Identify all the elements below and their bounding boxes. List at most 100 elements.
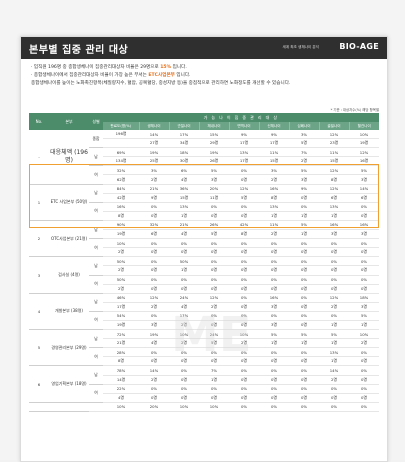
data-cell: 0% [199, 275, 229, 285]
data-cell: 0명 [199, 393, 229, 403]
data-cell: 19명 [103, 229, 139, 240]
subcol-header: 판료도(명/%) [103, 122, 139, 130]
data-cell: 0명 [259, 393, 289, 403]
data-cell: 0명 [349, 284, 380, 294]
data-cell: 0% [229, 311, 259, 321]
data-cell: 17명 [103, 302, 139, 312]
data-cell: 0% [259, 238, 289, 249]
data-cell: 15명 [319, 156, 349, 167]
data-cell: 0명 [229, 265, 259, 276]
group-number: 6 [29, 365, 49, 403]
data-cell: 0명 [259, 284, 289, 294]
subcol-header: 면역나이 [228, 122, 259, 130]
data-cell: 9% [289, 184, 319, 194]
data-cell: 6% [169, 165, 199, 176]
data-cell [103, 138, 139, 149]
data-cell: 0명 [319, 265, 349, 276]
data-cell: 3명 [349, 174, 380, 185]
data-cell: 0% [169, 275, 199, 285]
data-cell: 5명 [199, 229, 229, 240]
data-cell: 3명 [289, 174, 319, 185]
table-row: 1 ETC 사업본부 (50명) 남 84% 21% 36% 20% 12% 16% 9% 12% 1… [29, 184, 380, 221]
data-cell: 1명 [169, 211, 199, 221]
data-cell: 0% [169, 384, 199, 394]
data-cell: 0% [289, 275, 319, 285]
data-cell: 2명 [349, 338, 380, 349]
bio-age-logo: BIO-AGE [339, 42, 379, 51]
note-line-2: · 종합생체나이에서 집중관리대상자 비율이 가장 높은 부서는 ETC사업본부… [31, 72, 381, 80]
sex-cell: 남 [89, 293, 103, 312]
data-cell: 20% [199, 184, 229, 194]
data-cell: 0명 [229, 356, 259, 367]
data-cell: 0% [289, 238, 319, 249]
summary-notes: · 입직원 196명 중 종합생체나이 집중관리대상자 비율은 29명으로 15… [31, 64, 381, 88]
data-cell: 0명 [289, 302, 319, 312]
data-cell: 0명 [169, 393, 199, 403]
data-cell: 16% [259, 184, 289, 194]
data-cell: 3명 [199, 174, 229, 185]
data-cell: 24% [169, 293, 199, 303]
data-cell: 0% [319, 311, 349, 321]
data-cell: 0명 [199, 284, 229, 294]
data-cell: 5% [259, 329, 289, 340]
data-cell: 50% [169, 256, 199, 267]
data-cell: 0% [139, 347, 169, 358]
data-cell: 0% [259, 347, 289, 358]
data-cell: 0% [289, 256, 319, 267]
data-cell: 21% [169, 220, 199, 231]
data-cell: 0명 [289, 393, 319, 403]
data-cell: 6명 [349, 193, 380, 203]
data-cell: 4명 [169, 302, 199, 312]
data-cell: 0% [319, 238, 349, 249]
table-row: 27명 34명 29명 17명 17명 5명 23명 19명 [29, 138, 380, 149]
data-cell: 0% [139, 275, 169, 285]
data-cell: 0% [199, 384, 229, 394]
data-cell: 32% [103, 165, 139, 176]
data-cell: 2명 [103, 247, 139, 258]
data-cell: 0명 [289, 193, 319, 203]
data-cell: 14% [139, 130, 169, 140]
data-cell: 16% [259, 293, 289, 303]
data-cell: 0명 [199, 247, 229, 258]
data-cell: 0% [139, 238, 169, 249]
sex-cell [89, 402, 103, 412]
table-row: 19명 3명 2명 0명 0명 3명 0명 1명 1명 [29, 320, 380, 331]
group-name: 대응체액 (196명) [49, 130, 89, 185]
data-cell: 0명 [289, 375, 319, 385]
data-cell: 32% [139, 220, 169, 231]
group-number [29, 402, 49, 412]
data-cell: 1명 [259, 338, 289, 349]
data-cell: 1명 [319, 211, 349, 221]
sex-cell: 여 [89, 347, 103, 367]
col-dept-header: 본부 [49, 113, 89, 130]
sex-cell: 종합 [89, 130, 103, 149]
data-cell: 16% [349, 220, 380, 231]
data-cell: 28% [103, 347, 139, 358]
data-cell: 0명 [259, 375, 289, 385]
data-cell: 0% [259, 275, 289, 285]
data-cell: 13% [259, 202, 289, 212]
unit-note: * 기준 : 대상자수(%) 해당 항목별 [330, 108, 379, 112]
subcol-header: 혈관나이 [348, 122, 380, 130]
data-cell: 0% [169, 238, 199, 249]
data-cell: 7% [289, 147, 319, 158]
data-cell: 0% [199, 347, 229, 358]
data-cell: 0% [199, 256, 229, 267]
data-cell: 0명 [319, 247, 349, 258]
data-cell: 19명 [349, 138, 380, 149]
data-cell: 0명 [139, 393, 169, 403]
data-cell: 14% [349, 184, 380, 194]
data-cell: 0% [319, 256, 349, 267]
table-row: 남 69% 19% 18% 19% 13% 11% 7% 11% 12% [29, 147, 380, 167]
data-cell: 19명 [103, 320, 139, 331]
data-cell: 90% [103, 220, 139, 231]
group-name: 경영관리본부 (29명) [49, 329, 89, 367]
data-cell: 3명 [319, 229, 349, 240]
data-cell: 1명 [289, 338, 319, 349]
data-cell: 16% [103, 202, 139, 212]
data-cell: 16% [319, 220, 349, 231]
data-cell: 0% [349, 365, 380, 376]
data-cell: 0명 [169, 284, 199, 294]
data-cell: 5% [289, 165, 319, 176]
